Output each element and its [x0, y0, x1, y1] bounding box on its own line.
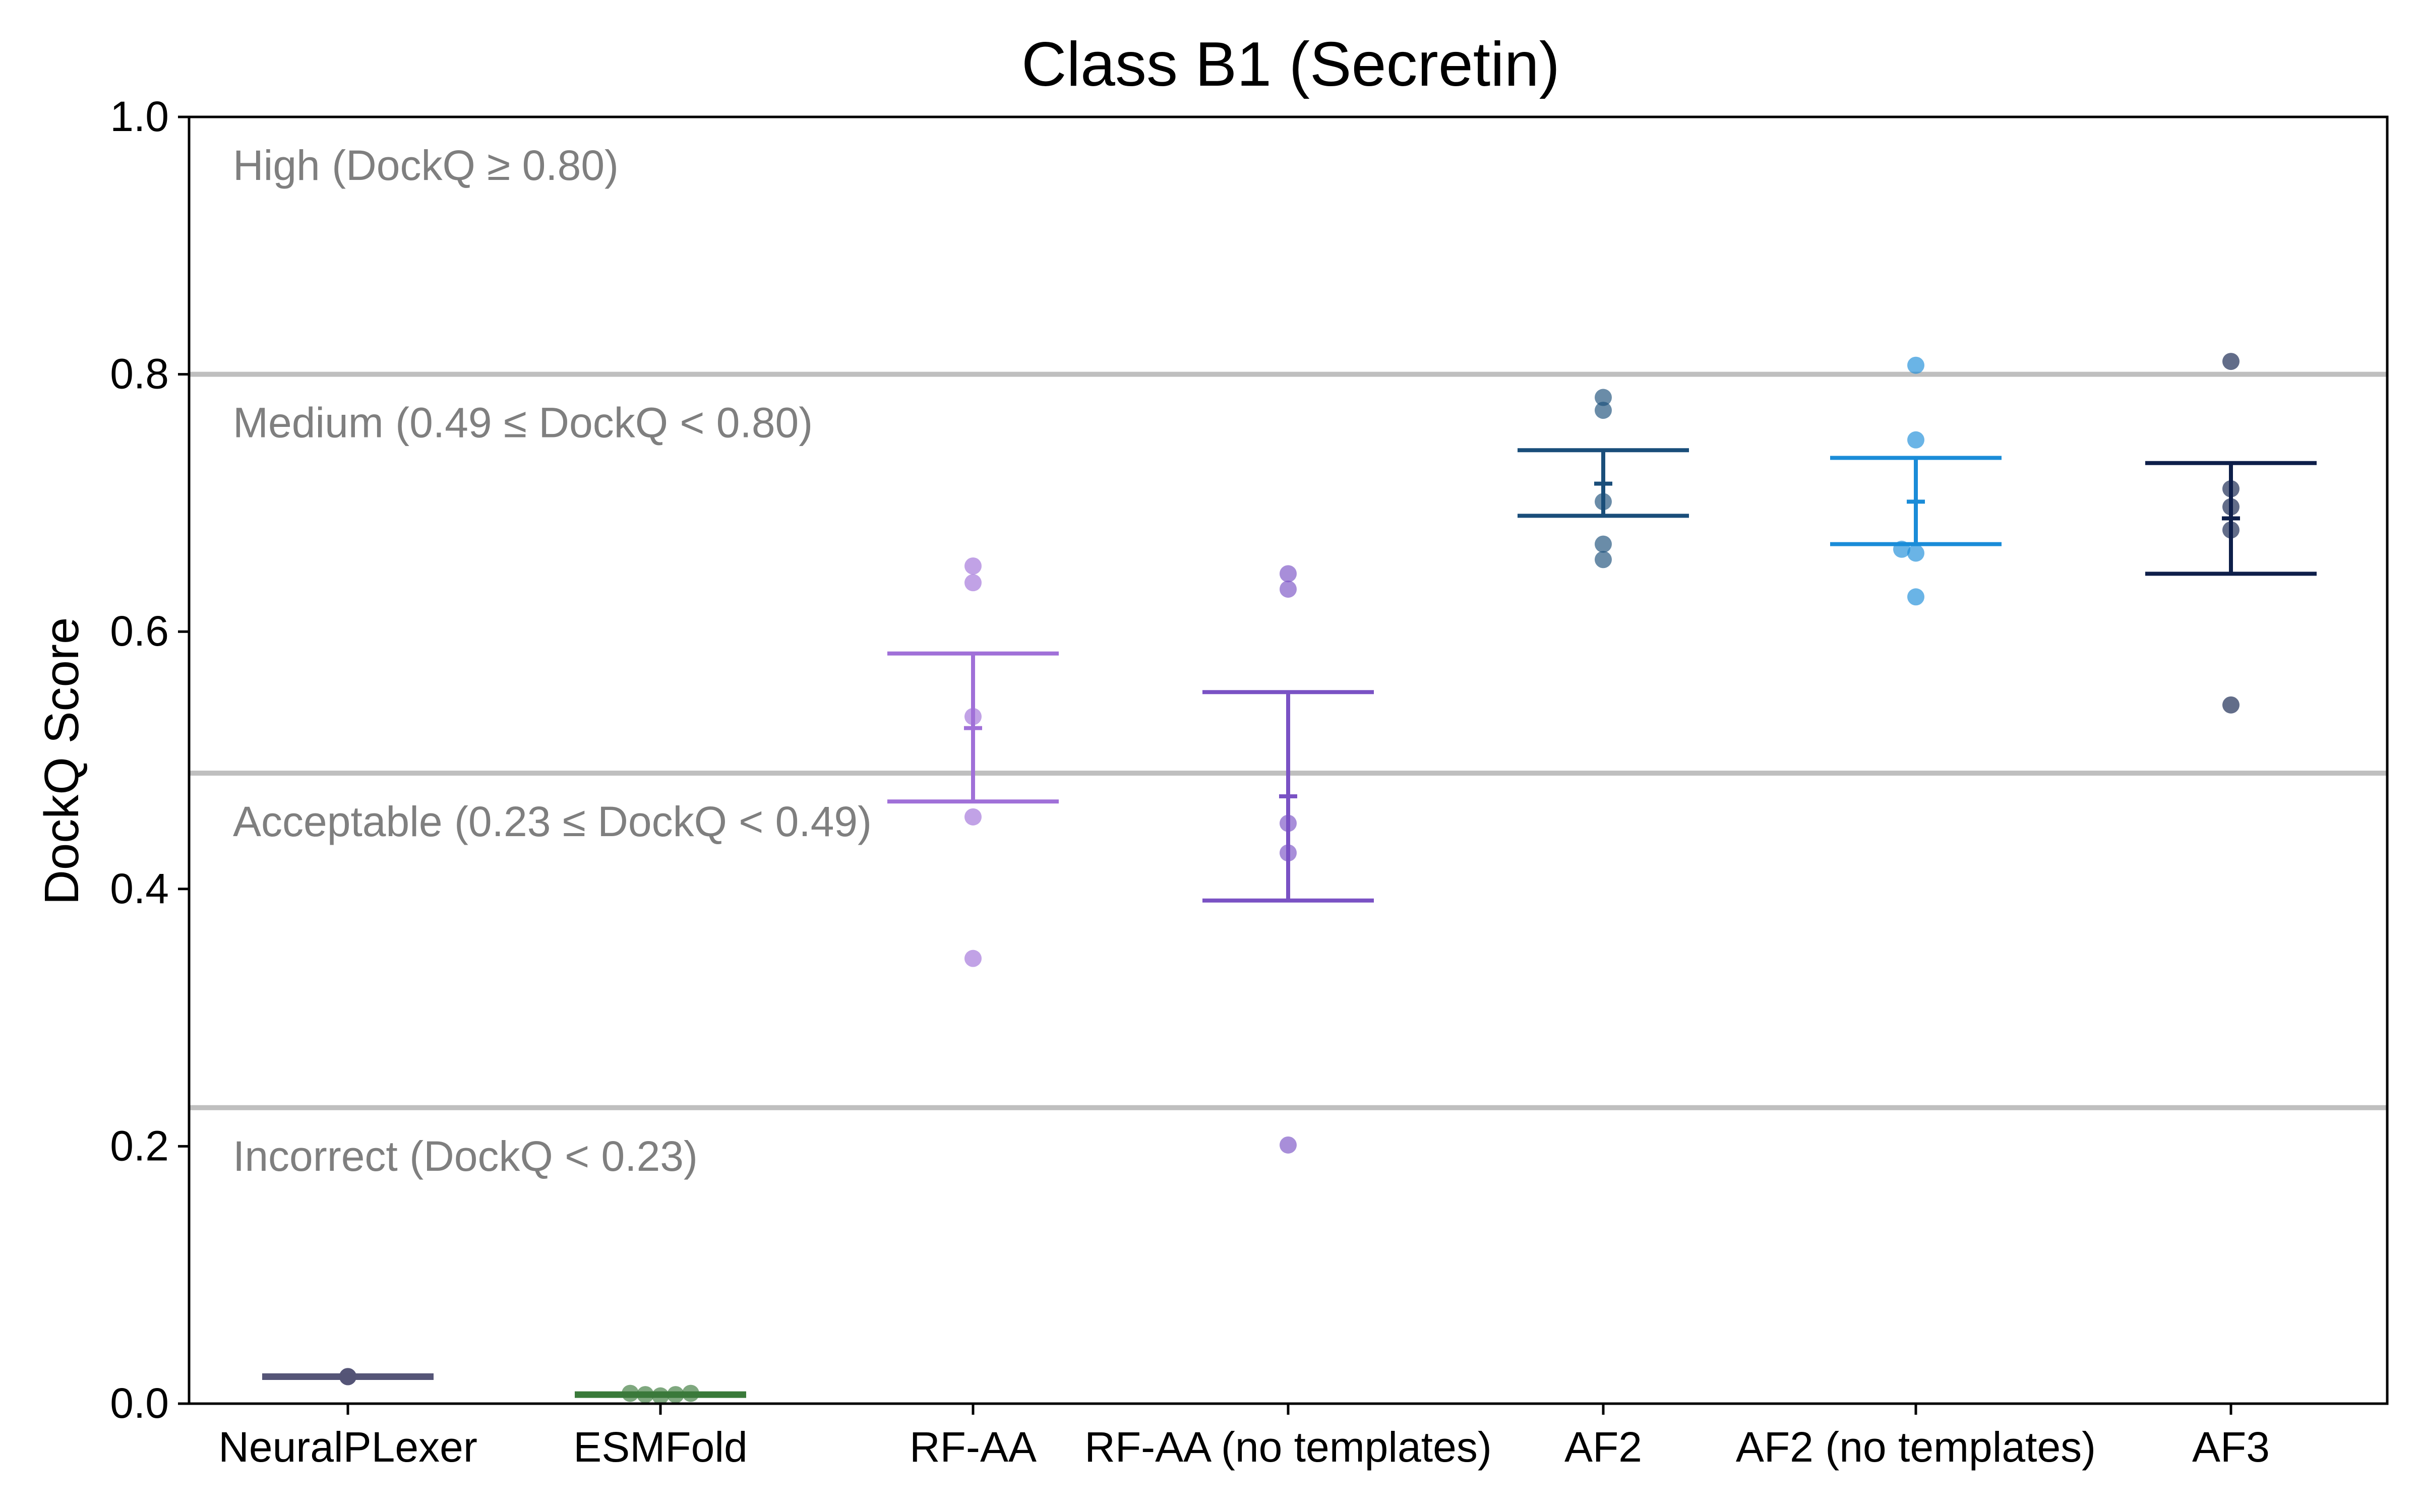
x-tick-label: ESMFold: [573, 1423, 747, 1471]
data-point: [667, 1386, 684, 1404]
series-neuralplexer: [262, 1368, 434, 1385]
data-point: [1280, 814, 1297, 832]
data-point: [2222, 353, 2240, 370]
data-point: [1280, 565, 1297, 583]
zone-label: Incorrect (DockQ < 0.23): [233, 1132, 698, 1180]
x-tick-label: AF2: [1564, 1423, 1642, 1471]
y-axis-label: DockQ Score: [35, 617, 89, 905]
data-point: [964, 574, 982, 592]
zone-label: Acceptable (0.23 ≤ DockQ < 0.49): [233, 798, 872, 845]
x-tick-label: NeuralPLexer: [218, 1423, 477, 1471]
chart-title: Class B1 (Secretin): [1021, 30, 1560, 99]
data-point: [2222, 498, 2240, 516]
zone-label: High (DockQ ≥ 0.80): [233, 142, 619, 189]
x-axis: NeuralPLexer ESMFold RF-AA RF-AA (no templa…: [218, 1404, 2270, 1471]
data-point: [1907, 356, 1924, 374]
series-af2: [1518, 389, 1689, 569]
data-point: [682, 1384, 699, 1402]
data-point: [2222, 480, 2240, 497]
data-point: [1893, 540, 1910, 558]
data-point: [2222, 696, 2240, 714]
data-point: [964, 557, 982, 575]
data-point: [1595, 493, 1612, 511]
data-point: [1280, 844, 1297, 862]
y-tick-label: 0.8: [110, 350, 169, 398]
x-tick-label: AF3: [2192, 1423, 2270, 1471]
data-point: [2222, 521, 2240, 539]
data-point: [1595, 535, 1612, 553]
data-point: [652, 1387, 669, 1405]
x-tick-label: RF-AA: [910, 1423, 1037, 1471]
series-rf-aa: [887, 557, 1059, 967]
data-point: [964, 708, 982, 725]
data-point: [964, 950, 982, 967]
data-point: [1595, 551, 1612, 569]
data-point: [1907, 544, 1924, 562]
x-tick-label: RF-AA (no templates): [1084, 1423, 1492, 1471]
x-tick-label: AF2 (no templates): [1736, 1423, 2096, 1471]
data-point: [964, 808, 982, 826]
data-point: [1280, 1136, 1297, 1154]
zone-label: Medium (0.49 ≤ DockQ < 0.80): [233, 399, 813, 447]
y-tick-label: 0.4: [110, 865, 169, 912]
y-tick-label: 0.0: [110, 1379, 169, 1427]
series-esmfold: [575, 1384, 746, 1405]
series-af2-no-templates: [1830, 356, 2002, 606]
data-point: [622, 1384, 639, 1402]
data-point: [1907, 588, 1924, 606]
data-point: [637, 1386, 654, 1404]
data-point: [1280, 580, 1297, 598]
data-point: [1907, 431, 1924, 449]
y-axis: 0.0 0.2 0.4 0.6 0.8 1.0: [110, 93, 189, 1427]
y-tick-label: 1.0: [110, 93, 169, 140]
series-af3: [2145, 353, 2317, 714]
data-point: [339, 1368, 356, 1385]
y-tick-label: 0.6: [110, 607, 169, 655]
data-point: [1595, 402, 1612, 419]
series-rf-aa-no-templates: [1202, 565, 1374, 1154]
chart-marks: [262, 353, 2317, 1405]
data-point: [1595, 389, 1612, 406]
threshold-zones: High (DockQ ≥ 0.80) Medium (0.49 ≤ DockQ …: [189, 142, 2387, 1180]
y-tick-label: 0.2: [110, 1122, 169, 1169]
